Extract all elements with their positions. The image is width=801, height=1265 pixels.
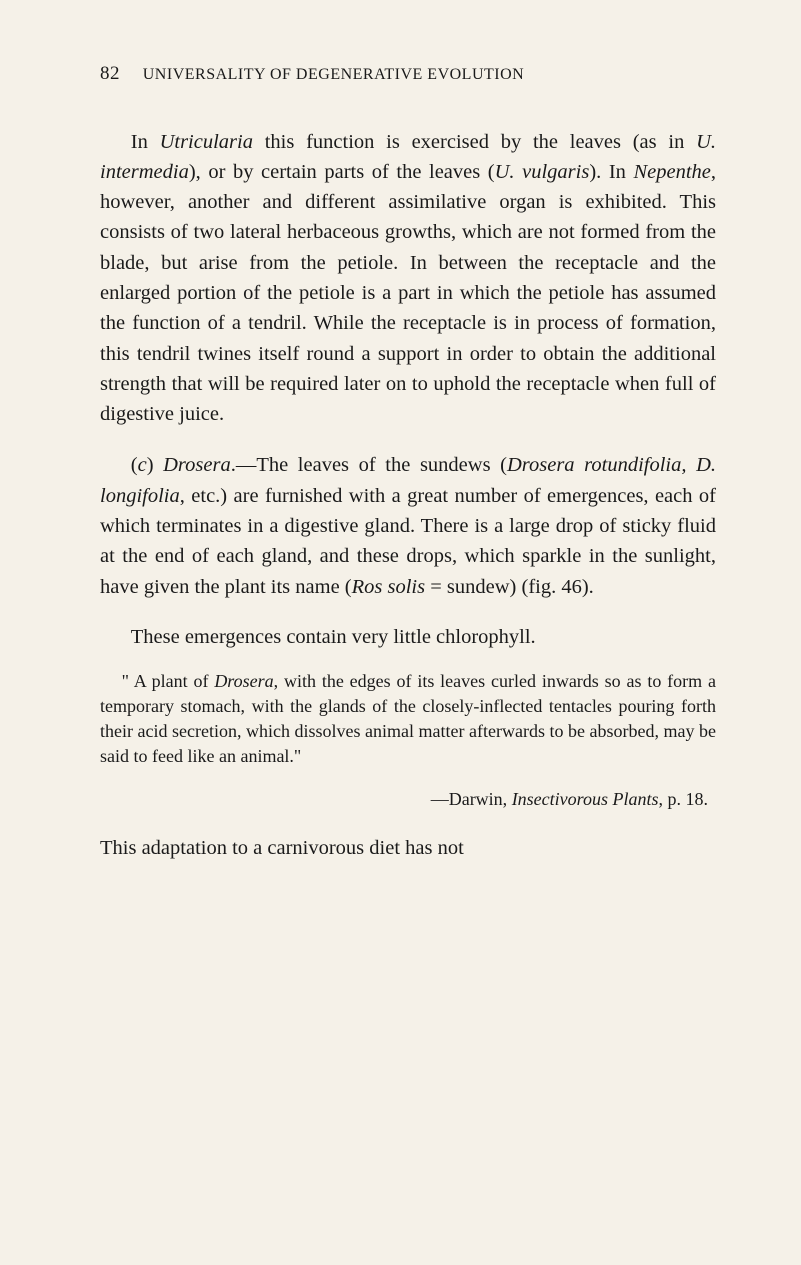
italic-text: U. vulgaris (495, 161, 590, 183)
text-run: " A plant of (122, 671, 215, 691)
text-run: This adaptation to a carnivorous diet ha… (100, 837, 464, 859)
text-run: , p. 18. (659, 789, 709, 809)
text-run: These emergences contain very little chl… (131, 626, 536, 648)
italic-text: Insectivorous Plants (512, 789, 659, 809)
paragraph-4: This adaptation to a carnivorous diet ha… (100, 833, 716, 863)
running-head: UNIVERSALITY OF DEGENERATIVE EVOLUTION (143, 66, 524, 83)
paragraph-3: These emergences contain very little chl… (100, 622, 716, 652)
page-number: 82 (100, 63, 120, 84)
text-run: = sundew) (fig. 46). (425, 576, 594, 598)
text-run: ). In (589, 161, 633, 183)
text-run: ( (131, 454, 138, 476)
text-run: In (131, 131, 160, 153)
text-run: —Darwin, (431, 789, 512, 809)
text-run: .—The leaves of the sundews ( (231, 454, 507, 476)
text-run: ), or by certain parts of the leaves ( (189, 161, 495, 183)
quote-paragraph: " A plant of Drosera, with the edges of … (100, 669, 716, 770)
italic-text: Drosera (163, 454, 231, 476)
page-header: 82 UNIVERSALITY OF DEGENERATIVE EVOLUTIO… (100, 60, 716, 89)
text-run: ) (147, 454, 163, 476)
italic-text: Nepenthe (633, 161, 710, 183)
italic-text: Utricularia (160, 131, 253, 153)
italic-text: Ros solis (352, 576, 425, 598)
paragraph-1: In Utricularia this function is exercise… (100, 127, 716, 430)
text-run: , however, another and different assimil… (100, 161, 716, 426)
italic-text: c (138, 454, 147, 476)
text-run: this function is exercised by the leaves… (253, 131, 696, 153)
paragraph-2: (c) Drosera.—The leaves of the sundews (… (100, 450, 716, 602)
body-text: In Utricularia this function is exercise… (100, 127, 716, 863)
italic-text: Drosera (214, 671, 273, 691)
page-container: 82 UNIVERSALITY OF DEGENERATIVE EVOLUTIO… (0, 0, 801, 923)
quote-attribution: —Darwin, Insectivorous Plants, p. 18. (100, 786, 716, 813)
